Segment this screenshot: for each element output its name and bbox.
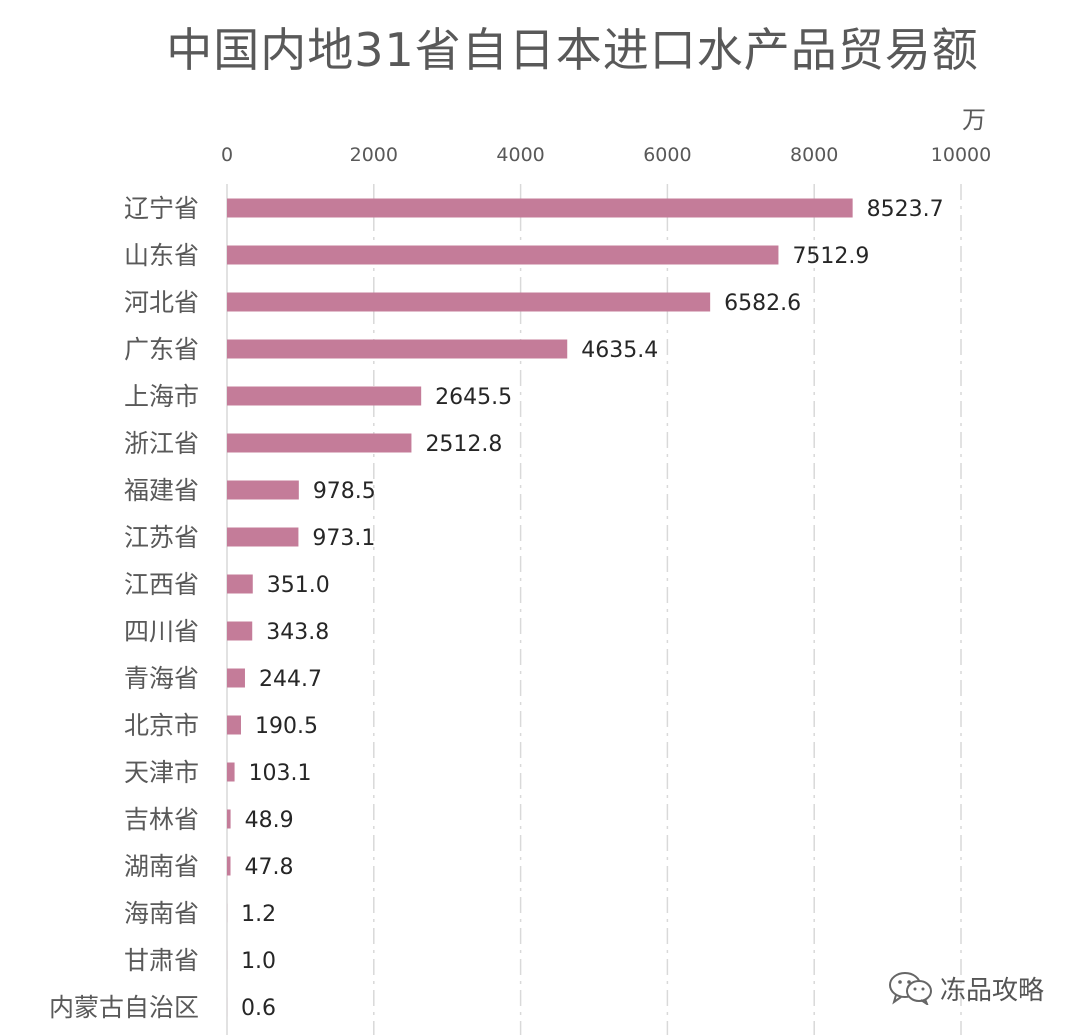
data-label: 103.1 <box>249 761 312 786</box>
bar <box>227 339 568 359</box>
category-label: 北京市 <box>124 711 199 740</box>
bar <box>227 245 779 265</box>
value-labels: 8523.7 7512.9 6582.6 4635.4 2645.5 2512.8 978.… <box>241 197 944 1021</box>
data-label: 973.1 <box>312 526 375 551</box>
category-label: 广东省 <box>124 335 199 364</box>
category-label: 天津市 <box>124 758 199 787</box>
category-label: 河北省 <box>124 288 199 317</box>
category-label: 内蒙古自治区 <box>49 993 199 1022</box>
bar <box>227 386 422 406</box>
category-label: 江西省 <box>124 570 199 599</box>
x-tick-label: 0 <box>221 144 233 166</box>
category-label: 江苏省 <box>124 523 199 552</box>
data-label: 1.0 <box>241 949 276 974</box>
data-label: 2645.5 <box>435 385 512 410</box>
x-tick-label: 8000 <box>790 144 838 166</box>
category-label: 吉林省 <box>124 805 199 834</box>
data-label: 47.8 <box>245 855 294 880</box>
x-tick-label: 6000 <box>643 144 691 166</box>
chart-title: 中国内地31省自日本进口水产品贸易额 <box>166 23 979 77</box>
gridlines <box>226 184 962 1035</box>
bar <box>227 715 241 735</box>
bar <box>227 480 299 500</box>
category-label: 福建省 <box>124 476 199 505</box>
data-label: 8523.7 <box>867 197 944 222</box>
data-label: 244.7 <box>259 667 322 692</box>
category-label: 四川省 <box>124 617 199 646</box>
bar <box>227 856 231 876</box>
bar <box>227 762 235 782</box>
x-tick-label: 10000 <box>931 144 991 166</box>
category-labels: 辽宁省山东省河北省广东省上海市浙江省福建省江苏省江西省四川省青海省北京市天津市吉… <box>49 194 199 1022</box>
bar <box>227 809 231 829</box>
watermark-text: 冻品攻略 <box>940 975 1045 1006</box>
category-label: 青海省 <box>124 664 199 693</box>
bar <box>227 292 711 312</box>
data-label: 48.9 <box>245 808 294 833</box>
bar <box>227 574 253 594</box>
category-label: 山东省 <box>124 241 199 270</box>
data-label: 7512.9 <box>792 244 869 269</box>
data-label: 2512.8 <box>425 432 502 457</box>
data-label: 1.2 <box>241 902 276 927</box>
bar <box>227 527 299 547</box>
watermark: 冻品攻略 <box>888 968 1044 1008</box>
bar <box>227 668 245 688</box>
axis-unit-label: 万 <box>962 106 986 134</box>
data-label: 343.8 <box>266 620 329 645</box>
category-label: 辽宁省 <box>124 194 199 223</box>
x-tick-label: 4000 <box>496 144 544 166</box>
data-label: 0.6 <box>241 996 276 1021</box>
x-axis-ticks: 0 2000 4000 6000 8000 10000 <box>221 144 991 166</box>
category-label: 甘肃省 <box>124 946 199 975</box>
bar <box>227 433 412 453</box>
data-label: 190.5 <box>255 714 318 739</box>
data-label: 6582.6 <box>724 291 801 316</box>
wechat-icon <box>889 972 932 1005</box>
bars <box>227 198 853 1017</box>
bar <box>227 198 853 218</box>
x-tick-label: 2000 <box>350 144 398 166</box>
data-label: 351.0 <box>267 573 330 598</box>
bar <box>227 621 253 641</box>
data-label: 978.5 <box>313 479 376 504</box>
category-label: 上海市 <box>124 382 199 411</box>
category-label: 海南省 <box>124 899 199 928</box>
category-label: 浙江省 <box>124 429 199 458</box>
data-label: 4635.4 <box>581 338 658 363</box>
category-label: 湖南省 <box>124 852 199 881</box>
